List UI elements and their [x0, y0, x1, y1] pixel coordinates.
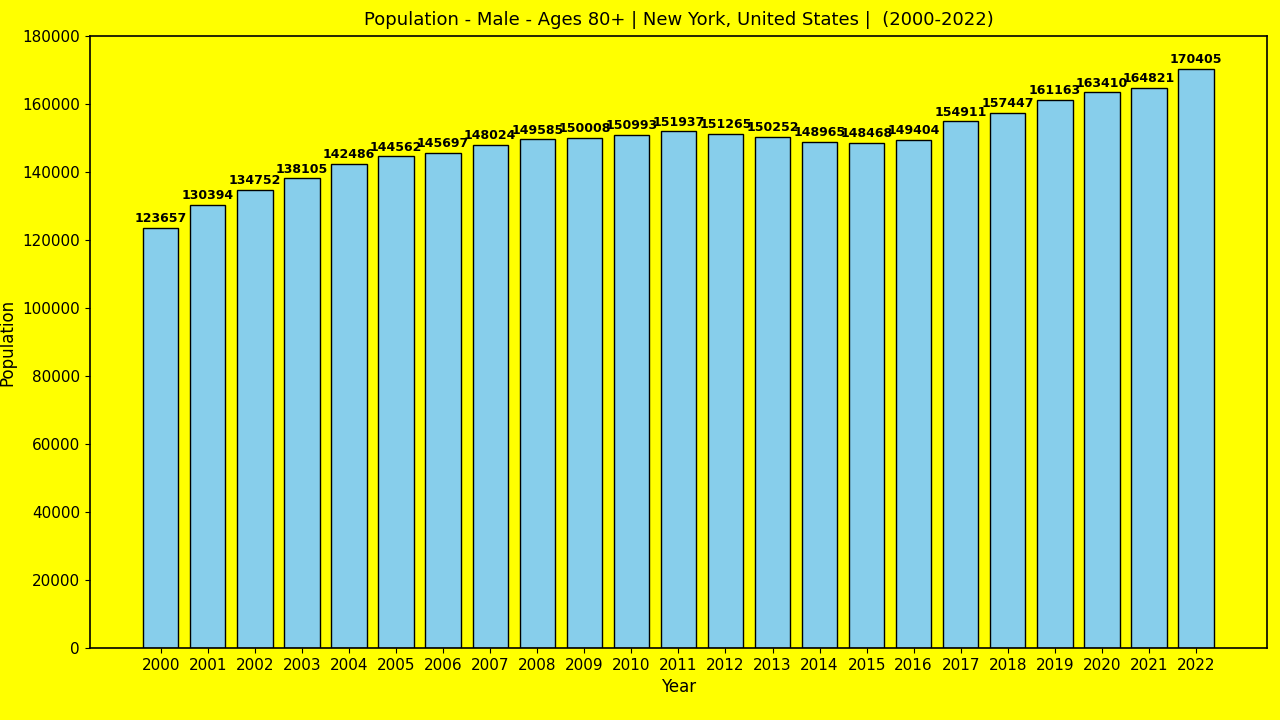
Bar — [660, 132, 696, 648]
X-axis label: Year: Year — [660, 678, 696, 696]
Text: 161163: 161163 — [1029, 84, 1080, 97]
Bar — [896, 140, 932, 648]
Bar — [567, 138, 602, 648]
Bar — [1084, 92, 1120, 648]
Text: 144562: 144562 — [370, 141, 422, 154]
Bar — [849, 143, 884, 648]
Text: 148468: 148468 — [841, 127, 892, 140]
Bar — [613, 135, 649, 648]
Bar — [284, 179, 320, 648]
Bar — [1132, 88, 1166, 648]
Bar — [943, 121, 978, 648]
Bar — [1037, 100, 1073, 648]
Bar — [803, 142, 837, 648]
Text: 130394: 130394 — [182, 189, 234, 202]
Bar — [191, 204, 225, 648]
Bar — [472, 145, 508, 648]
Text: 151937: 151937 — [653, 116, 704, 129]
Bar — [520, 140, 554, 648]
Text: 150252: 150252 — [746, 122, 799, 135]
Y-axis label: Population: Population — [0, 298, 17, 386]
Bar — [332, 163, 366, 648]
Title: Population - Male - Ages 80+ | New York, United States |  (2000-2022): Population - Male - Ages 80+ | New York,… — [364, 11, 993, 29]
Text: 150993: 150993 — [605, 119, 658, 132]
Text: 170405: 170405 — [1170, 53, 1222, 66]
Text: 150008: 150008 — [558, 122, 611, 135]
Text: 134752: 134752 — [229, 174, 282, 187]
Text: 149585: 149585 — [511, 124, 563, 137]
Bar — [755, 137, 790, 648]
Text: 154911: 154911 — [934, 106, 987, 119]
Text: 138105: 138105 — [275, 163, 328, 176]
Text: 149404: 149404 — [887, 125, 940, 138]
Text: 163410: 163410 — [1075, 77, 1128, 90]
Text: 123657: 123657 — [134, 212, 187, 225]
Bar — [379, 156, 413, 648]
Text: 164821: 164821 — [1123, 72, 1175, 85]
Text: 145697: 145697 — [417, 137, 470, 150]
Bar — [237, 190, 273, 648]
Text: 148965: 148965 — [794, 126, 846, 139]
Bar — [991, 113, 1025, 648]
Bar — [425, 153, 461, 648]
Text: 142486: 142486 — [323, 148, 375, 161]
Text: 157447: 157447 — [982, 97, 1034, 110]
Text: 148024: 148024 — [463, 129, 516, 142]
Bar — [1179, 68, 1213, 648]
Bar — [708, 134, 744, 648]
Bar — [143, 228, 178, 648]
Text: 151265: 151265 — [699, 118, 751, 131]
